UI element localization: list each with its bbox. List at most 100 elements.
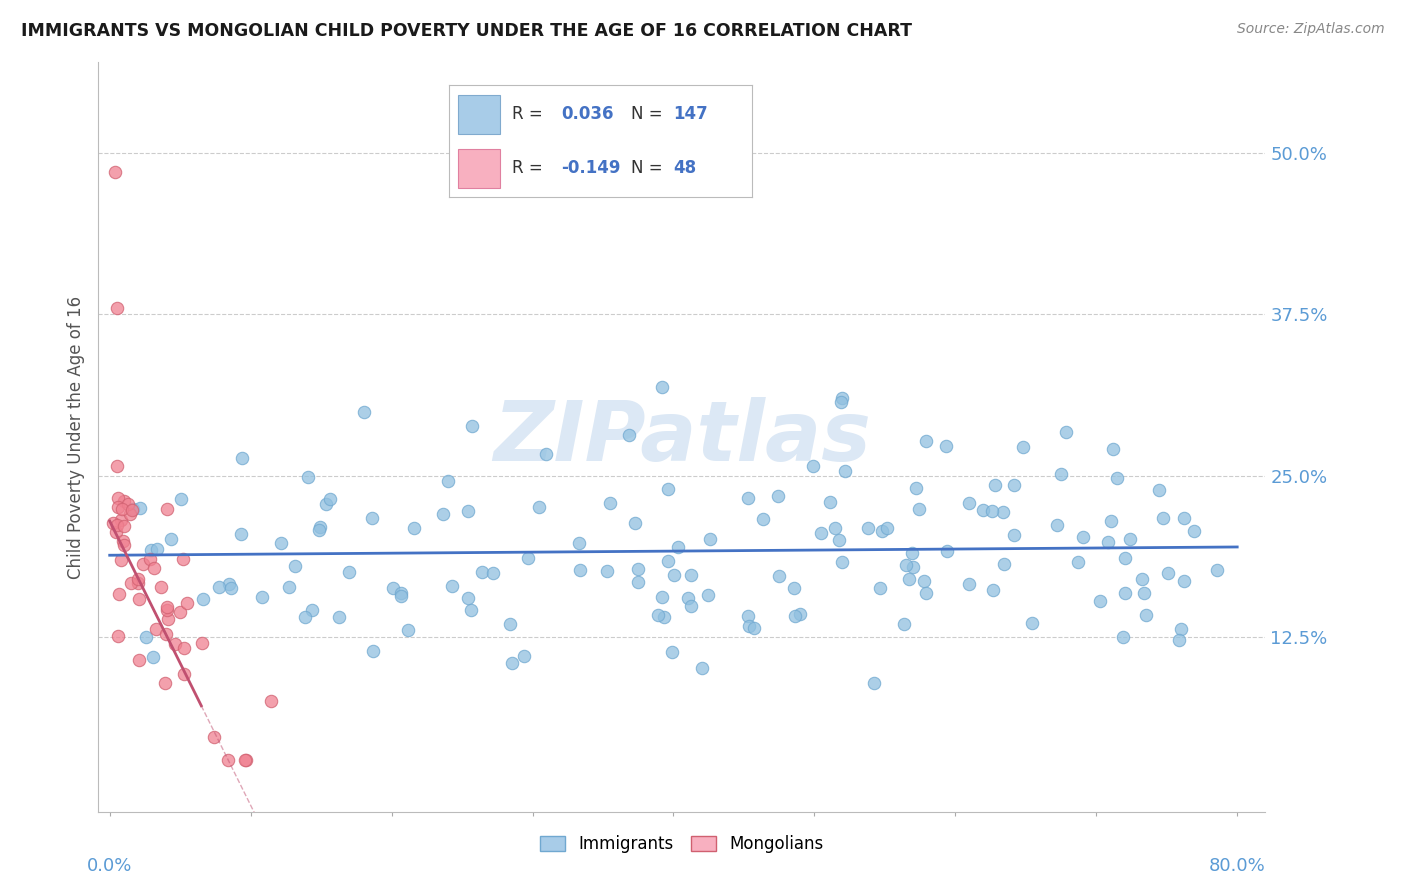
- Point: [568, 536, 591, 550]
- Point: [1050, 467, 1073, 481]
- Point: [1067, 555, 1090, 569]
- Text: Source: ZipAtlas.com: Source: ZipAtlas.com: [1237, 22, 1385, 37]
- Point: [915, 586, 938, 600]
- Point: [831, 555, 853, 569]
- Point: [139, 542, 162, 557]
- Point: [516, 551, 538, 566]
- Point: [111, 533, 134, 548]
- Point: [107, 587, 129, 601]
- Point: [1090, 594, 1112, 608]
- Point: [810, 525, 832, 540]
- Point: [250, 590, 273, 604]
- Point: [127, 572, 149, 586]
- Point: [404, 520, 426, 534]
- Point: [957, 577, 980, 591]
- Point: [169, 605, 191, 619]
- Point: [912, 574, 935, 588]
- Point: [315, 497, 337, 511]
- Point: [149, 580, 172, 594]
- Point: [101, 516, 124, 530]
- Text: ZIPatlas: ZIPatlas: [494, 397, 870, 477]
- Point: [1157, 566, 1180, 580]
- Point: [676, 591, 699, 606]
- Point: [129, 501, 152, 516]
- Point: [818, 495, 841, 509]
- Point: [936, 544, 959, 558]
- Point: [460, 419, 482, 434]
- Point: [1054, 425, 1077, 439]
- Point: [117, 498, 139, 512]
- Point: [202, 730, 225, 744]
- Point: [897, 573, 920, 587]
- Point: [389, 589, 412, 603]
- Point: [145, 622, 167, 636]
- Point: [219, 581, 242, 595]
- Text: 80.0%: 80.0%: [1209, 857, 1265, 875]
- Point: [337, 565, 360, 579]
- Point: [294, 610, 316, 624]
- Point: [1167, 632, 1189, 647]
- Point: [679, 568, 702, 582]
- Point: [270, 535, 292, 549]
- Point: [830, 395, 852, 409]
- Point: [768, 569, 790, 583]
- Point: [870, 524, 893, 538]
- Point: [657, 482, 679, 496]
- Point: [824, 521, 846, 535]
- Point: [112, 538, 135, 552]
- Point: [869, 581, 891, 595]
- Point: [107, 491, 129, 505]
- Point: [142, 650, 165, 665]
- Point: [159, 532, 181, 546]
- Text: IMMIGRANTS VS MONGOLIAN CHILD POVERTY UNDER THE AGE OF 16 CORRELATION CHART: IMMIGRANTS VS MONGOLIAN CHILD POVERTY UN…: [21, 22, 912, 40]
- Point: [191, 635, 214, 649]
- Point: [834, 464, 856, 478]
- Point: [104, 524, 127, 539]
- Point: [328, 610, 350, 624]
- Point: [1114, 551, 1136, 566]
- Point: [596, 564, 619, 578]
- Point: [856, 520, 879, 534]
- Point: [737, 491, 759, 505]
- Point: [697, 588, 720, 602]
- Point: [308, 519, 330, 533]
- Point: [235, 753, 257, 767]
- Point: [617, 428, 640, 442]
- Point: [260, 693, 283, 707]
- Point: [783, 581, 806, 595]
- Point: [457, 504, 479, 518]
- Point: [155, 676, 177, 690]
- Point: [155, 626, 177, 640]
- Point: [112, 519, 135, 533]
- Point: [651, 380, 673, 394]
- Point: [991, 506, 1014, 520]
- Point: [661, 644, 683, 658]
- Point: [110, 513, 132, 527]
- Point: [1205, 563, 1227, 577]
- Point: [191, 592, 214, 607]
- Point: [501, 656, 523, 670]
- Point: [1012, 440, 1035, 454]
- Point: [107, 628, 129, 642]
- Point: [231, 450, 253, 465]
- Point: [1102, 442, 1125, 456]
- Point: [176, 596, 198, 610]
- Point: [627, 561, 650, 575]
- Point: [657, 554, 679, 568]
- Point: [139, 552, 162, 566]
- Point: [993, 557, 1015, 571]
- Legend: Immigrants, Mongolians: Immigrants, Mongolians: [534, 829, 830, 860]
- Point: [127, 576, 149, 591]
- Point: [155, 603, 177, 617]
- Point: [297, 469, 319, 483]
- Point: [752, 512, 775, 526]
- Point: [1152, 511, 1174, 525]
- Point: [319, 491, 342, 506]
- Point: [1170, 622, 1192, 636]
- Point: [118, 507, 141, 521]
- Point: [789, 607, 811, 621]
- Point: [110, 553, 132, 567]
- Point: [1119, 532, 1142, 546]
- Point: [471, 566, 494, 580]
- Point: [935, 439, 957, 453]
